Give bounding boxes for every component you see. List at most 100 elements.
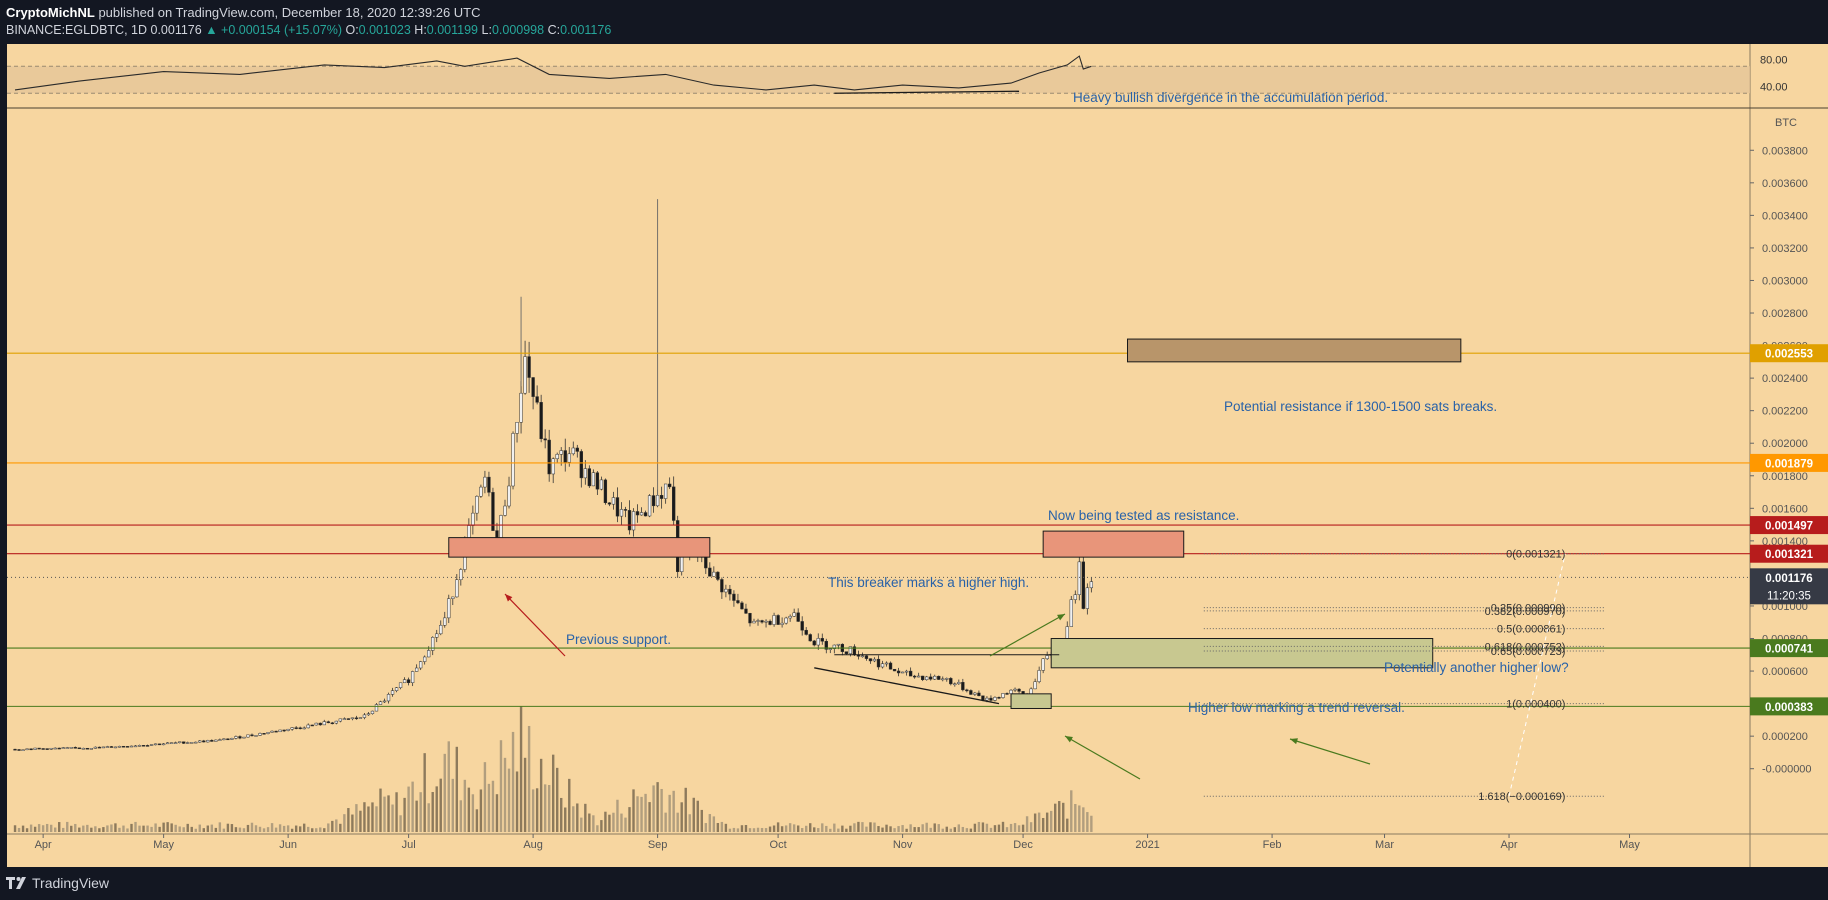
candle-body bbox=[443, 617, 447, 626]
price-tick-label: 0.002000 bbox=[1762, 438, 1808, 450]
chart-background bbox=[0, 44, 1828, 867]
symbol-label[interactable]: BINANCE:EGLDBTC, 1D bbox=[6, 23, 148, 37]
higher-low-arrow bbox=[1289, 738, 1371, 765]
volume-bar bbox=[282, 825, 286, 832]
time-tick-label: Nov bbox=[893, 839, 913, 851]
candle-body bbox=[161, 743, 166, 746]
author-name[interactable]: CryptoMichNL bbox=[6, 5, 95, 20]
volume-bar bbox=[218, 822, 222, 832]
volume-bar bbox=[278, 824, 282, 832]
volume-bar bbox=[1013, 823, 1017, 832]
volume-bar bbox=[37, 824, 41, 832]
volume-bar bbox=[182, 827, 185, 832]
tradingview-brand[interactable]: TradingView bbox=[32, 875, 110, 891]
volume-bar bbox=[736, 828, 740, 832]
candle-body bbox=[491, 492, 495, 531]
volume-bar bbox=[146, 825, 149, 832]
volume-bar bbox=[953, 827, 957, 832]
candle-body bbox=[286, 728, 290, 731]
volume-bar bbox=[274, 827, 278, 832]
volume-bar bbox=[258, 826, 262, 832]
volume-bar bbox=[809, 823, 812, 832]
candle-body bbox=[41, 748, 45, 750]
volume-bar bbox=[1074, 804, 1077, 832]
price-tick-label: 0.003200 bbox=[1762, 243, 1808, 255]
reversal-arrow-head bbox=[1065, 736, 1073, 743]
volume-bar bbox=[150, 826, 153, 832]
volume-bar bbox=[33, 826, 37, 832]
volume-bar bbox=[628, 807, 631, 832]
candle-body bbox=[386, 694, 391, 702]
candle-body bbox=[876, 658, 881, 668]
volume-bar bbox=[471, 794, 475, 832]
volume-bar bbox=[41, 825, 45, 832]
candle-body bbox=[45, 748, 49, 750]
candle-body bbox=[370, 710, 375, 714]
candle-body bbox=[543, 438, 547, 441]
candle-body bbox=[784, 617, 788, 624]
candle-body bbox=[623, 509, 628, 511]
candle-body bbox=[334, 720, 338, 724]
volume-bar bbox=[772, 825, 776, 832]
volume-bar bbox=[941, 828, 944, 832]
volume-bar bbox=[788, 823, 792, 832]
candle-body bbox=[860, 655, 865, 658]
candle-body bbox=[836, 643, 840, 646]
volume-bar bbox=[302, 823, 306, 832]
candle-body bbox=[832, 644, 836, 649]
volume-bar bbox=[977, 821, 981, 832]
candle-body bbox=[398, 682, 403, 688]
currency-label: BTC bbox=[1775, 117, 1797, 129]
price-tick-label: 0.003000 bbox=[1762, 275, 1808, 287]
volume-bar bbox=[290, 828, 294, 832]
price-tick-label: 0.003600 bbox=[1762, 178, 1808, 190]
volume-bar bbox=[110, 824, 113, 832]
candle-body bbox=[117, 745, 122, 748]
volume-bar bbox=[431, 792, 434, 832]
tradingview-logo-icon[interactable] bbox=[6, 876, 28, 893]
candle-body bbox=[788, 615, 792, 619]
volume-bar bbox=[411, 781, 414, 832]
candle-body bbox=[21, 749, 25, 751]
volume-bar bbox=[363, 802, 366, 832]
volume-bar bbox=[262, 828, 266, 832]
candle-body bbox=[186, 742, 190, 744]
volume-bar bbox=[407, 786, 410, 832]
candle-body bbox=[362, 714, 367, 718]
volume-bar bbox=[367, 806, 370, 832]
support-arrow bbox=[504, 593, 566, 657]
candle-body bbox=[49, 747, 53, 750]
candle-body bbox=[760, 620, 764, 623]
candle-body bbox=[872, 658, 877, 662]
price-change: ▲ +0.000154 (+15.07%) bbox=[205, 23, 342, 37]
candle-body bbox=[828, 648, 832, 650]
volume-bar bbox=[451, 778, 454, 832]
candle-body bbox=[390, 690, 395, 695]
candle-body bbox=[904, 670, 909, 673]
candle-body bbox=[615, 497, 620, 517]
candle-body bbox=[290, 727, 294, 730]
level-price-label: 0.001497 bbox=[1765, 521, 1813, 533]
chart-area[interactable]: 80.00 40.00 Heavy bullish divergence in th… bbox=[0, 44, 1828, 867]
candle-body bbox=[555, 454, 559, 460]
volume-bar bbox=[560, 797, 563, 832]
volume-bar bbox=[909, 824, 912, 832]
close-value: 0.001176 bbox=[560, 23, 612, 37]
candle-body bbox=[210, 740, 214, 742]
volume-bar bbox=[716, 823, 720, 832]
candle-body bbox=[69, 747, 73, 749]
volume-bar bbox=[423, 753, 426, 832]
volume-bar bbox=[1033, 813, 1037, 832]
volume-bar bbox=[507, 768, 511, 832]
volume-bar bbox=[1070, 790, 1073, 832]
volume-bar bbox=[740, 825, 744, 832]
volume-bar bbox=[1009, 823, 1013, 832]
volume-bar bbox=[865, 826, 868, 832]
candle-body bbox=[591, 472, 596, 487]
candle-body bbox=[599, 479, 604, 490]
volume-bar bbox=[427, 803, 430, 832]
candle-body bbox=[519, 392, 523, 423]
zone-support bbox=[1050, 638, 1434, 669]
candle-body bbox=[921, 675, 925, 680]
volume-bar bbox=[355, 804, 358, 832]
